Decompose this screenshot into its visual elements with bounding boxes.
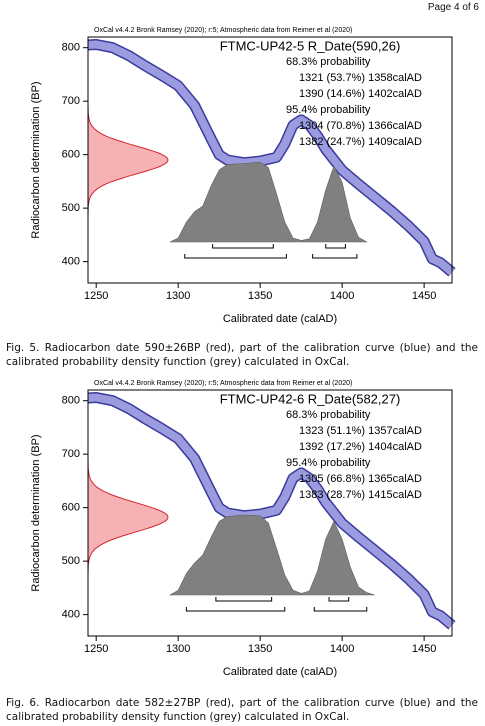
y-tick-label: 700 (62, 95, 80, 107)
range-line: 1382 (24.7%) 1409calAD (299, 136, 422, 148)
x-tick-label: 1400 (330, 290, 354, 302)
x-tick-label: 1400 (330, 643, 354, 655)
x-tick-label: 1450 (412, 290, 436, 302)
chart-title: FTMC-UP42-5 R_Date(590,26) (220, 38, 401, 53)
x-tick-label: 1250 (84, 290, 108, 302)
range-line: 1383 (28.7%) 1415calAD (299, 489, 422, 501)
x-tick-label: 1350 (248, 290, 272, 302)
range-line: 1304 (70.8%) 1366calAD (299, 120, 422, 132)
calibration-curve (87, 393, 455, 629)
range-bracket (212, 244, 274, 249)
y-tick-label: 600 (62, 502, 80, 514)
y-tick-label: 700 (62, 448, 80, 460)
posterior-distribution (168, 514, 375, 596)
range-bracket (325, 244, 346, 249)
x-tick-label: 1350 (248, 643, 272, 655)
range-label: 68.3% probability (286, 409, 371, 421)
caption: Fig. 5. Radiocarbon date 590±26BP (red),… (6, 342, 478, 368)
radiocarbon-date (87, 104, 169, 216)
radiocarbon-date (87, 459, 169, 575)
plot-frame (87, 389, 453, 637)
y-tick-label: 500 (62, 202, 80, 214)
range-bracket (312, 254, 358, 259)
caption: Fig. 6. Radiocarbon date 582±27BP (red),… (6, 697, 478, 723)
range-line: 1390 (14.6%) 1402calAD (299, 88, 422, 100)
range-label: 95.4% probability (286, 104, 371, 116)
range-bracket (328, 597, 350, 602)
chart: OxCal v4.4.2 Bronk Ramsey (2020); r:5; A… (30, 380, 456, 678)
x-tick-label: 1300 (166, 643, 190, 655)
chart: OxCal v4.4.2 Bronk Ramsey (2020); r:5; A… (30, 27, 456, 325)
range-line: 1305 (66.8%) 1365calAD (299, 473, 422, 485)
calibration-curve (87, 40, 455, 276)
y-tick-label: 400 (62, 609, 80, 621)
range-label: 68.3% probability (286, 56, 371, 68)
range-bracket (185, 607, 286, 612)
y-tick-label: 600 (62, 149, 80, 161)
range-label: 95.4% probability (286, 457, 371, 469)
range-line: 1392 (17.2%) 1404calAD (299, 441, 422, 453)
range-bracket (184, 254, 287, 259)
chart-header: OxCal v4.4.2 Bronk Ramsey (2020); r:5; A… (94, 27, 352, 34)
range-bracket (215, 597, 273, 602)
y-tick-label: 400 (62, 256, 80, 268)
range-line: 1323 (51.1%) 1357calAD (299, 425, 422, 437)
range-line: 1321 (53.7%) 1358calAD (299, 72, 422, 84)
x-axis-label: Calibrated date (calAD) (223, 313, 337, 325)
y-axis-label: Radiocarbon determination (BP) (30, 434, 42, 591)
chart-header: OxCal v4.4.2 Bronk Ramsey (2020); r:5; A… (94, 380, 352, 387)
range-bracket (313, 607, 368, 612)
x-tick-label: 1450 (412, 643, 436, 655)
y-tick-label: 500 (62, 555, 80, 567)
plot-frame (87, 36, 453, 284)
x-tick-label: 1250 (84, 643, 108, 655)
x-tick-label: 1300 (166, 290, 190, 302)
x-axis-label: Calibrated date (calAD) (223, 666, 337, 678)
posterior-distribution (169, 161, 368, 243)
y-tick-label: 800 (62, 42, 80, 54)
chart-title: FTMC-UP42-6 R_Date(582,27) (220, 391, 401, 406)
y-tick-label: 800 (62, 395, 80, 407)
page-label: Page 4 of 6 (427, 2, 479, 13)
y-axis-label: Radiocarbon determination (BP) (30, 81, 42, 238)
